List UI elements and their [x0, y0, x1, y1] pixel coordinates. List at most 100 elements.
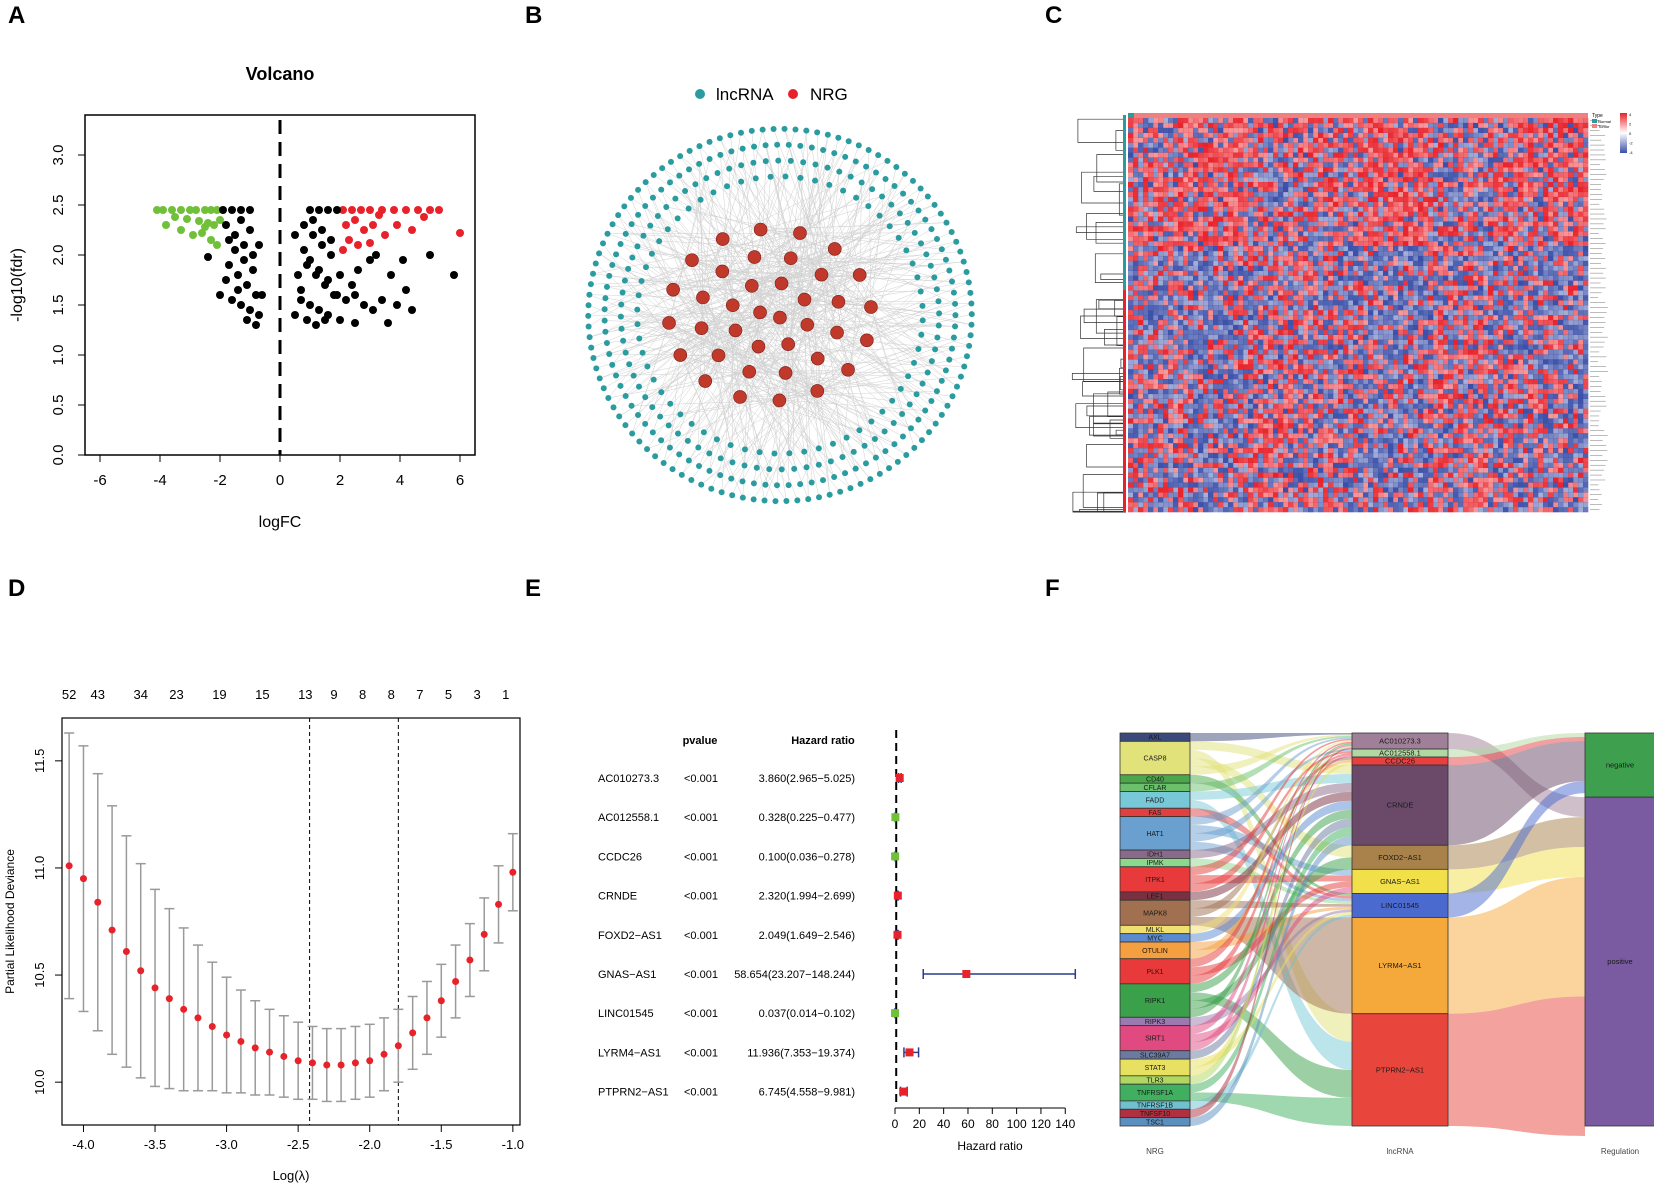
heatmap-cell	[1453, 241, 1459, 247]
heatmap-cell	[1408, 201, 1414, 207]
heatmap-cell	[1183, 295, 1189, 301]
heatmap-cell	[1218, 137, 1224, 143]
heatmap-cell	[1278, 315, 1284, 321]
heatmap-cell	[1473, 167, 1479, 173]
heatmap-cell	[1353, 122, 1359, 129]
heatmap-cell	[1478, 241, 1484, 247]
heatmap-cell	[1348, 196, 1354, 202]
heatmap-cell	[1398, 251, 1404, 257]
heatmap-cell	[1488, 186, 1494, 193]
heatmap-cell	[1228, 315, 1234, 321]
heatmap-cell	[1298, 206, 1304, 212]
network-edge	[732, 305, 820, 465]
heatmap-cell	[1523, 295, 1529, 301]
heatmap-cell	[1493, 118, 1499, 124]
heatmap-cell	[1498, 310, 1504, 316]
heatmap-cell	[1398, 319, 1404, 326]
heatmap-cell	[1508, 246, 1514, 252]
heatmap-cell	[1238, 300, 1244, 306]
heatmap-cell	[1543, 319, 1549, 326]
heatmap-cell	[1353, 142, 1359, 148]
heatmap-cell	[1308, 206, 1314, 212]
heatmap-cell	[1538, 315, 1544, 321]
heatmap-cell	[1438, 186, 1444, 193]
heatmap-cell	[1423, 275, 1429, 281]
heatmap-cell	[1248, 196, 1254, 202]
heatmap-cell	[1288, 201, 1294, 207]
network-nrg-node	[711, 348, 726, 363]
heatmap-cell	[1398, 290, 1404, 296]
heatmap-cell	[1183, 270, 1189, 276]
volcano-point-ns	[240, 256, 248, 264]
network-lncrna-node	[928, 358, 935, 365]
heatmap-cell	[1423, 319, 1429, 326]
heatmap-cell	[1353, 172, 1359, 178]
heatmap-cell	[1268, 186, 1274, 193]
heatmap-cell	[1183, 315, 1189, 321]
heatmap-cell	[1138, 275, 1144, 281]
heatmap-cell	[1138, 186, 1144, 193]
heatmap-cell	[1403, 172, 1409, 178]
network-lncrna-node	[618, 325, 625, 332]
heatmap-cell	[1438, 137, 1444, 143]
heatmap-cell	[1503, 260, 1509, 266]
network-nrg-node	[753, 222, 768, 237]
heatmap-cell	[1388, 182, 1394, 188]
heatmap-cell	[1518, 246, 1524, 252]
heatmap-cell	[1403, 211, 1409, 217]
heatmap-cell	[1433, 295, 1439, 301]
heatmap-cell	[1233, 191, 1239, 198]
heatmap-cell	[1503, 255, 1509, 262]
heatmap-cell	[1363, 280, 1369, 286]
network-nrg-node	[841, 362, 855, 377]
heatmap-cell	[1488, 167, 1494, 173]
heatmap-cell	[1423, 221, 1429, 227]
heatmap-cell	[1253, 300, 1259, 306]
heatmap-cell	[1243, 216, 1249, 222]
network-lncrna-node	[908, 198, 915, 205]
network-lncrna-node	[678, 471, 685, 478]
heatmap-cell	[1288, 157, 1294, 163]
heatmap-cell	[1168, 191, 1174, 198]
heatmap-cell	[1233, 157, 1239, 163]
heatmap-cell	[1153, 196, 1159, 202]
network-lncrna-node	[603, 283, 610, 290]
heatmap-cell	[1178, 300, 1184, 306]
heatmap-cell	[1178, 162, 1184, 168]
heatmap-cell	[1298, 305, 1304, 311]
heatmap-cell	[1408, 300, 1414, 306]
heatmap-cell	[1443, 265, 1449, 271]
heatmap-cell	[1518, 251, 1524, 257]
heatmap-cell	[1258, 246, 1264, 252]
heatmap-cell	[1178, 122, 1184, 129]
heatmap-cell	[1408, 275, 1414, 281]
heatmap-cell	[1453, 201, 1459, 207]
heatmap-cell	[1513, 265, 1519, 271]
heatmap-cell	[1323, 137, 1329, 143]
heatmap-cell	[1423, 310, 1429, 316]
heatmap-cell	[1143, 127, 1149, 133]
heatmap-cell	[1233, 255, 1239, 262]
heatmap-cell	[1353, 260, 1359, 266]
heatmap-cell	[1458, 167, 1464, 173]
heatmap-cell	[1548, 186, 1554, 193]
heatmap-cell	[1433, 196, 1439, 202]
network-lncrna-node	[602, 295, 609, 302]
heatmap-cell	[1363, 191, 1369, 198]
heatmap-cell	[1243, 182, 1249, 188]
heatmap-cell	[1578, 246, 1584, 252]
heatmap-cell	[1313, 182, 1319, 188]
heatmap-cell	[1213, 270, 1219, 276]
heatmap-cell	[1433, 216, 1439, 222]
heatmap-cell	[1238, 275, 1244, 281]
network-lncrna-node	[728, 475, 735, 482]
heatmap-cell	[1153, 201, 1159, 207]
heatmap-cell	[1413, 186, 1419, 193]
heatmap-cell	[1398, 191, 1404, 198]
network-lncrna-node	[703, 175, 710, 182]
heatmap-cell	[1308, 221, 1314, 227]
network-edge	[663, 346, 759, 464]
heatmap-cell	[1148, 211, 1154, 217]
heatmap-cell	[1508, 132, 1514, 138]
heatmap-cell	[1393, 231, 1399, 237]
